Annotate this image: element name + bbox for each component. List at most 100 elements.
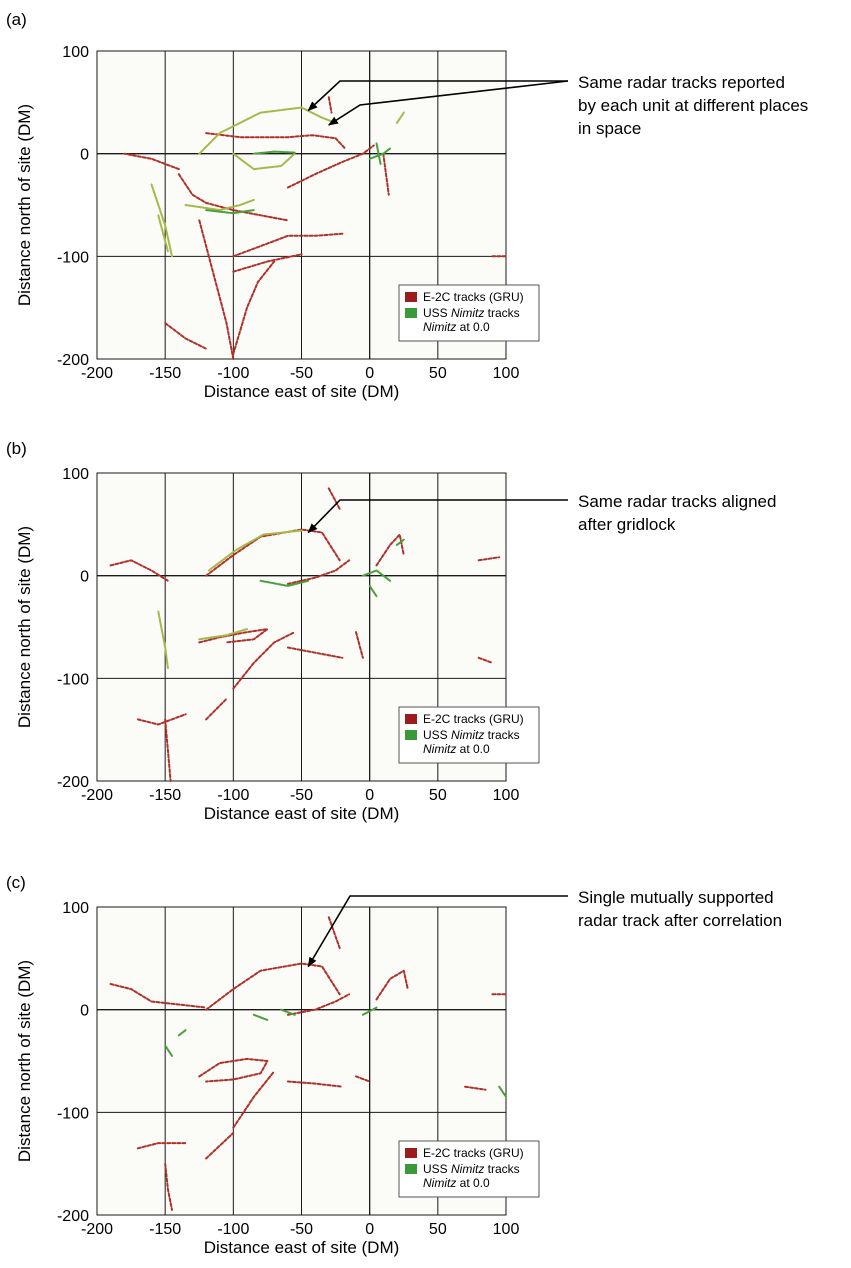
legend-label-green-suffix: tracks: [484, 1162, 519, 1176]
track-red: [232, 631, 296, 690]
y-tick-label: -100: [57, 671, 89, 688]
track-red: [286, 646, 344, 659]
chart-panel-2: (b) -200 -150 -100 -50 0 50 100 100 0 -100 -200 Dist…: [6, 439, 776, 823]
track-red: [477, 556, 501, 562]
legend-box: [398, 706, 540, 764]
track-green: [280, 1008, 296, 1016]
legend-box: [398, 1140, 540, 1198]
y-tick-label: 0: [80, 1003, 89, 1020]
legend-label-green-italic: Nimitz: [451, 306, 484, 320]
track-red: [205, 697, 228, 721]
track-red: [286, 993, 351, 1016]
y-tick-label: 100: [62, 900, 89, 917]
x-tick-label: -50: [290, 365, 313, 382]
annotation-text: Same radar tracks aligned: [578, 492, 776, 511]
track-green: [205, 209, 255, 215]
panel-label: (a): [6, 10, 27, 29]
y-tick-label: -200: [57, 774, 89, 791]
legend-label-green-line2-suffix: at 0.0: [456, 742, 490, 756]
track-red: [286, 144, 375, 189]
track-red: [164, 718, 172, 782]
y-axis-title: Distance north of site (DM): [15, 526, 34, 728]
track-green: [361, 1006, 378, 1016]
legend-label-green-suffix: tracks: [484, 306, 519, 320]
track-red: [382, 152, 390, 196]
track-green: [368, 584, 378, 598]
legend-swatch-red: [405, 292, 417, 302]
track-olive: [157, 214, 169, 253]
legend: E-2C tracks (GRU)USS Nimitz tracksNimitz…: [398, 1140, 540, 1198]
legend-label-green: USS Nimitz tracks: [423, 306, 520, 320]
track-green: [164, 1044, 173, 1057]
track-red: [286, 1080, 344, 1088]
x-axis-title: Distance east of site (DM): [204, 804, 400, 823]
x-tick-label: -100: [217, 365, 249, 382]
annotation-text: after gridlock: [578, 515, 676, 534]
track-green: [498, 1085, 507, 1098]
track-red: [327, 96, 333, 114]
track-green: [177, 1029, 187, 1037]
panel-label: (b): [6, 439, 27, 458]
annotation-arrow: [307, 499, 568, 534]
track-red: [375, 969, 409, 1001]
track-red: [109, 559, 169, 582]
annotation-text: Single mutually supported: [578, 888, 774, 907]
track-red: [232, 1070, 276, 1129]
track-red: [327, 487, 341, 510]
y-tick-label: 0: [80, 569, 89, 586]
x-tick-label: -100: [217, 787, 249, 804]
legend-label-green: USS Nimitz tracks: [423, 1162, 520, 1176]
y-tick-label: 100: [62, 466, 89, 483]
track-red: [464, 1085, 487, 1091]
x-tick-label: -150: [149, 1221, 181, 1238]
chart-panel-1: (a) -200 -150 -100 -50 0 50 100 100 0 -100 -200 Dist…: [6, 10, 808, 401]
annotation-arrow: [327, 80, 569, 126]
track-red: [136, 713, 187, 726]
annotation-text: Same radar tracks reported: [578, 73, 785, 92]
track-red: [286, 559, 351, 585]
track-olive: [198, 106, 337, 155]
y-tick-label: -100: [57, 249, 89, 266]
y-axis-title: Distance north of site (DM): [15, 960, 34, 1162]
legend-label-green-line2: Nimitz at 0.0: [423, 320, 490, 334]
track-red: [355, 1075, 371, 1083]
legend: E-2C tracks (GRU)USS Nimitz tracksNimitz…: [398, 284, 540, 342]
track-red: [232, 260, 276, 355]
x-tick-label: -50: [290, 1221, 313, 1238]
track-olive: [207, 529, 303, 572]
x-tick-label: -50: [290, 787, 313, 804]
legend-label-green-italic: Nimitz: [451, 1162, 484, 1176]
panel-label: (c): [6, 873, 26, 892]
y-tick-label: -100: [57, 1105, 89, 1122]
track-red: [205, 962, 341, 1011]
x-axis-title: Distance east of site (DM): [204, 382, 400, 401]
track-red: [232, 253, 303, 273]
x-tick-label: -200: [81, 1221, 113, 1238]
x-tick-label: -200: [81, 365, 113, 382]
x-axis-title: Distance east of site (DM): [204, 1238, 400, 1257]
x-tick-label: -100: [217, 1221, 249, 1238]
x-tick-label: -200: [81, 787, 113, 804]
track-red: [109, 983, 208, 1009]
track-green: [375, 142, 382, 165]
annotation: Single mutually supported radar track aft…: [307, 888, 782, 968]
legend-label-green-prefix: USS: [423, 306, 451, 320]
track-red: [375, 533, 405, 567]
annotation-arrow: [307, 895, 568, 968]
legend-label-green-suffix: tracks: [484, 728, 519, 742]
annotation-text: radar track after correlation: [578, 911, 782, 930]
chart-panel-3: (c) -200 -150 -100 -50 0 50 100 100 0 -100 -200 Dist…: [6, 873, 782, 1257]
legend-label-green-line2: Nimitz at 0.0: [423, 742, 490, 756]
x-tick-label: -150: [149, 787, 181, 804]
legend-box: [398, 284, 540, 342]
track-red: [136, 1142, 187, 1150]
annotation: Same radar tracks aligned after gridlock: [307, 492, 776, 534]
legend-swatch-green: [405, 308, 417, 318]
annotation-text: in space: [578, 119, 641, 138]
x-tick-label: 50: [429, 365, 447, 382]
track-green: [361, 569, 392, 582]
legend-swatch-red: [405, 714, 417, 724]
track-green: [252, 150, 296, 155]
x-tick-label: 0: [365, 365, 374, 382]
